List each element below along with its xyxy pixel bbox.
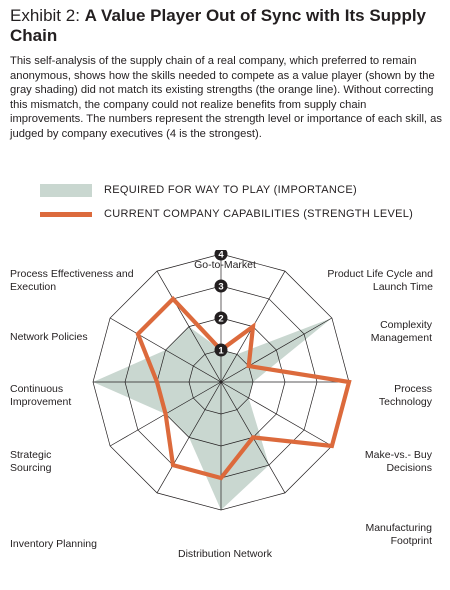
axis-label-process-effectiveness: Process Effectiveness and Execution	[10, 268, 134, 293]
tick-label-4: 4	[218, 250, 224, 261]
chart-title: Exhibit 2: A Value Player Out of Sync wi…	[10, 6, 440, 46]
tick-marker-2	[214, 311, 228, 325]
axis-label-product-life-cycle: Product Life Cycle and Launch Time	[327, 268, 433, 293]
tick-marker-4	[214, 250, 228, 261]
legend-label-current: CURRENT COMPANY CAPABILITIES (STRENGTH L…	[104, 208, 414, 220]
grid-spoke-11	[109, 317, 222, 383]
axis-label-go-to-market: Go-to-Market	[194, 259, 256, 271]
axis-label-distribution-network: Distribution Network	[178, 548, 272, 560]
tick-marker-3	[214, 279, 228, 293]
legend-item-current: CURRENT COMPANY CAPABILITIES (STRENGTH L…	[40, 206, 413, 222]
tick-label-3: 3	[218, 282, 223, 293]
axis-label-network-policies: Network Policies	[10, 331, 88, 343]
axis-label-strategic-sourcing: Strategic Sourcing	[10, 449, 52, 474]
legend-swatch-required	[40, 183, 92, 197]
tick-label-2: 2	[218, 314, 223, 325]
chart-description: This self-analysis of the supply chain o…	[10, 55, 442, 140]
tick-label-1: 1	[218, 346, 224, 357]
grid-spoke-3	[220, 317, 333, 383]
legend-label-required: REQUIRED FOR WAY TO PLAY (IMPORTANCE)	[104, 184, 357, 196]
grid-spoke-5	[220, 381, 333, 447]
series-current-line	[135, 295, 352, 481]
tick-marker-1	[214, 343, 228, 357]
radar-chart: 1 2 3 4	[92, 250, 352, 511]
axis-label-make-vs-buy: Make-vs.- Buy Decisions	[364, 449, 432, 474]
exhibit-title: A Value Player Out of Sync with Its Supp…	[10, 6, 427, 45]
legend-item-required: REQUIRED FOR WAY TO PLAY (IMPORTANCE)	[40, 182, 357, 198]
grid-spoke-12	[156, 270, 222, 383]
grid-spoke-8	[156, 381, 222, 494]
legend-swatch-current	[40, 211, 92, 217]
axis-label-complexity-management: Complexity Management	[370, 319, 432, 344]
axis-label-inventory-planning: Inventory Planning	[10, 538, 97, 550]
axis-label-manufacturing-footprint: Manufacturing Footprint	[365, 522, 432, 547]
axis-label-process-technology: Process Technology	[378, 383, 432, 408]
axis-label-continuous-improvement: Continuous Improvement	[10, 383, 72, 408]
series-required-area	[93, 318, 332, 510]
exhibit-label: Exhibit 2:	[10, 6, 80, 25]
